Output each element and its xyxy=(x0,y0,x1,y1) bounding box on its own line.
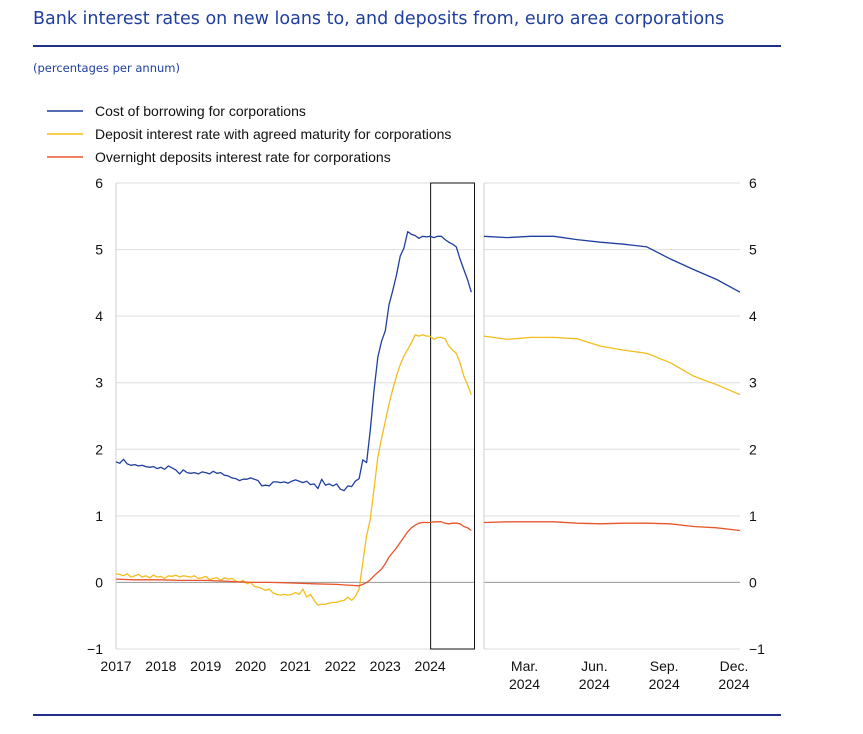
y-tick-left: 5 xyxy=(95,242,103,258)
y-tick-right: 6 xyxy=(749,175,757,191)
chart-subtitle: (percentages per annum) xyxy=(33,61,180,75)
x-tick: 2017 xyxy=(100,658,131,674)
x-tick-month: Mar. xyxy=(511,658,538,674)
x-tick: 2023 xyxy=(370,658,401,674)
x-tick-year: 2024 xyxy=(718,676,749,692)
zoom-series-line-2 xyxy=(483,335,741,396)
zoom-series-line-1 xyxy=(483,235,741,293)
series-line-1 xyxy=(115,230,472,492)
y-tick-left: −1 xyxy=(87,641,103,657)
x-tick: 2020 xyxy=(235,658,266,674)
y-tick-left: 4 xyxy=(95,308,103,324)
y-tick-left: 6 xyxy=(95,175,103,191)
x-tick-month: Dec. xyxy=(720,658,749,674)
legend-label: Cost of borrowing for corporations xyxy=(95,103,306,119)
gridlines xyxy=(116,182,740,650)
main-panel-series xyxy=(115,230,472,606)
chart-title: Bank interest rates on new loans to, and… xyxy=(33,9,725,29)
y-tick-right: 3 xyxy=(749,375,757,391)
y-tick-right: −1 xyxy=(749,641,765,657)
y-tick-right: 4 xyxy=(749,308,757,324)
x-tick-year: 2024 xyxy=(509,676,540,692)
y-tick-right: 5 xyxy=(749,242,757,258)
zoom-panel-series xyxy=(483,235,741,532)
y-tick-right: 0 xyxy=(749,574,757,590)
x-tick-year: 2024 xyxy=(649,676,680,692)
y-tick-left: 1 xyxy=(95,508,103,524)
y-tick-right: 1 xyxy=(749,508,757,524)
x-tick: 2021 xyxy=(280,658,311,674)
bottom-rule xyxy=(33,714,781,716)
y-tick-right: 2 xyxy=(749,441,757,457)
y-tick-left: 0 xyxy=(95,574,103,590)
series-line-3 xyxy=(115,521,472,587)
title-rule xyxy=(33,45,781,47)
x-tick-month: Jun. xyxy=(581,658,607,674)
axes xyxy=(115,182,485,650)
x-tick-year: 2024 xyxy=(579,676,610,692)
y-tick-left: 3 xyxy=(95,375,103,391)
legend-label: Deposit interest rate with agreed maturi… xyxy=(95,126,451,142)
legend-label: Overnight deposits interest rate for cor… xyxy=(95,149,391,165)
highlight-box-2024 xyxy=(430,182,475,650)
x-tick: 2019 xyxy=(190,658,221,674)
x-tick: 2018 xyxy=(145,658,176,674)
x-tick: 2022 xyxy=(325,658,356,674)
x-tick: 2024 xyxy=(415,658,446,674)
zoom-series-line-3 xyxy=(483,521,741,532)
series-line-2 xyxy=(115,334,472,606)
y-tick-left: 2 xyxy=(95,441,103,457)
tick-labels: −1 −1 0 0 1 1 2 2 3 3 4 4 5 5 6 6 2017 2018 2019 2020 2021 20… xyxy=(87,175,765,692)
x-tick-month: Sep. xyxy=(650,658,679,674)
legend: Cost of borrowing for corporations Deposi… xyxy=(47,103,451,165)
